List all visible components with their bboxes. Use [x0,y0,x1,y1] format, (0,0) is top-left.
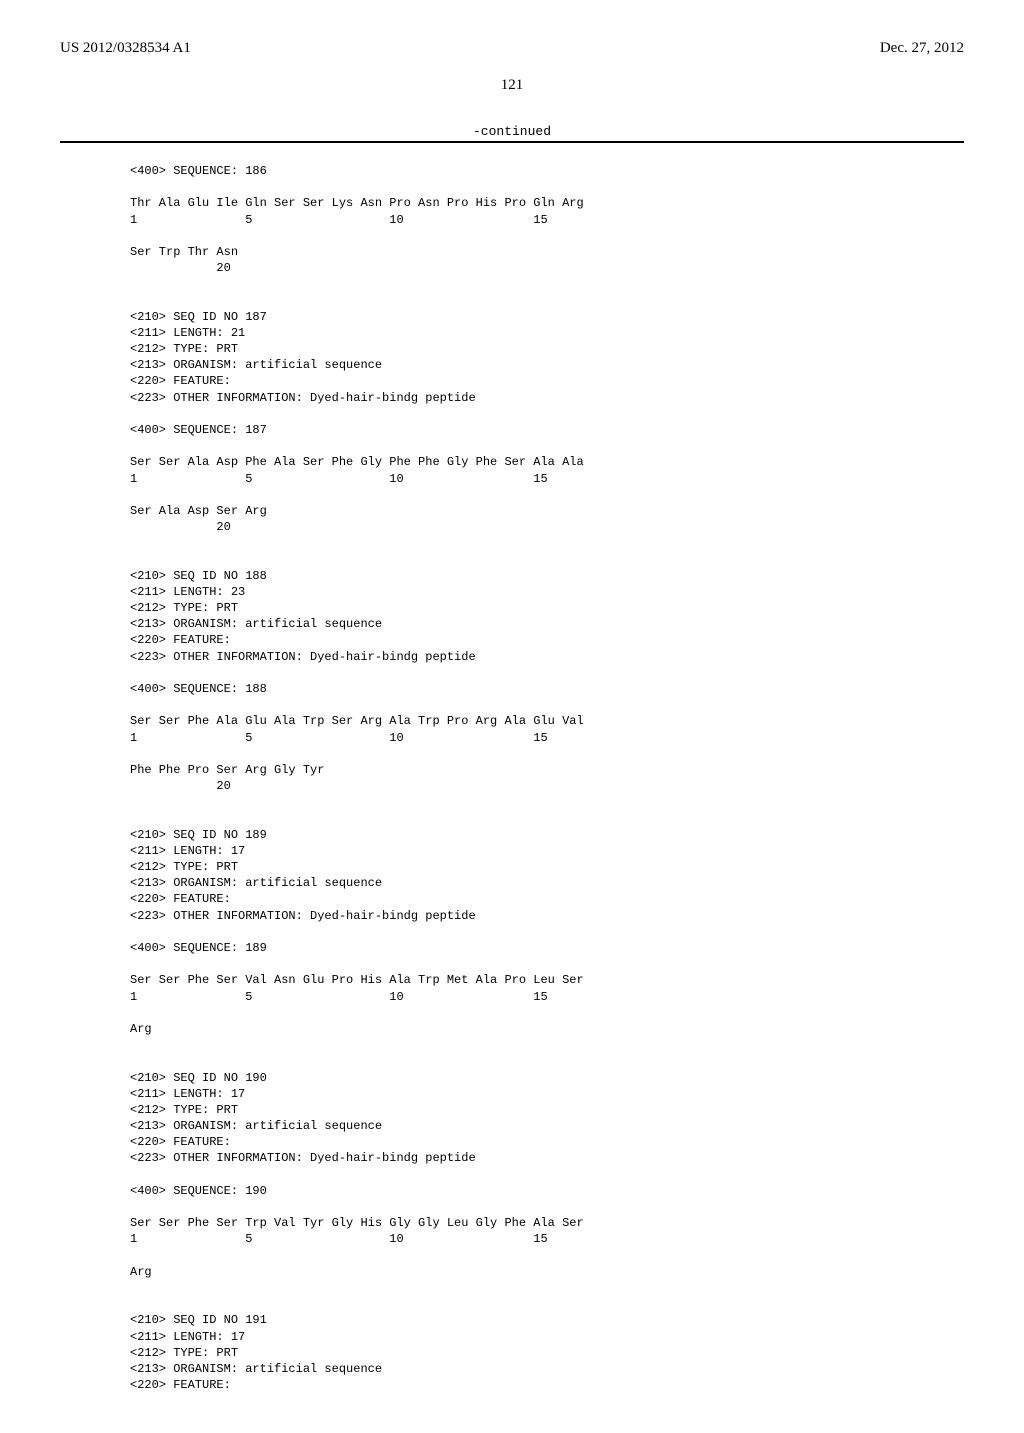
publication-number: US 2012/0328534 A1 [60,40,191,57]
continued-label: -continued [60,124,964,139]
page-container: US 2012/0328534 A1 Dec. 27, 2012 121 -co… [0,0,1024,1433]
sequence-listing: <400> SEQUENCE: 186 Thr Ala Glu Ile Gln … [130,163,964,1393]
divider-line [60,141,964,143]
page-header: US 2012/0328534 A1 Dec. 27, 2012 [60,40,964,57]
page-number: 121 [60,77,964,94]
publication-date: Dec. 27, 2012 [880,40,964,57]
